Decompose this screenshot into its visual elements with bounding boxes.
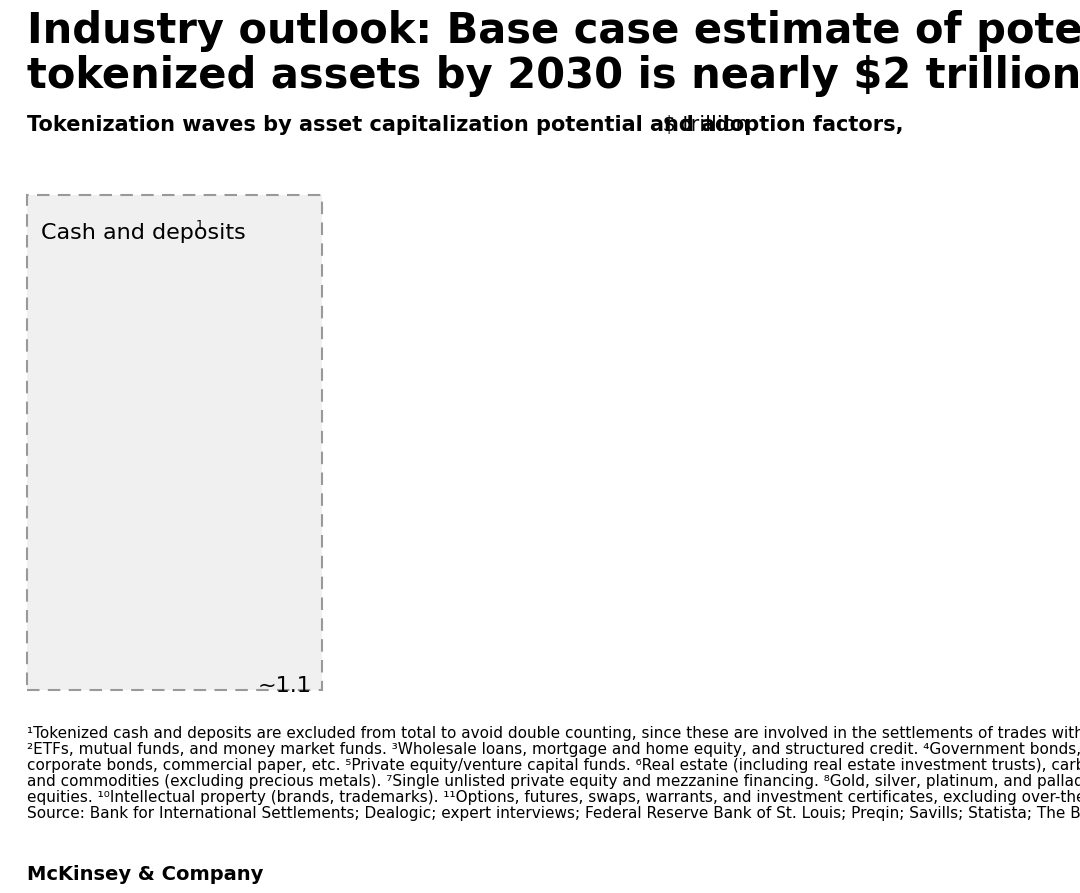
Text: $ trillion: $ trillion: [656, 115, 748, 135]
Text: Industry outlook: Base case estimate of potential value of: Industry outlook: Base case estimate of …: [27, 10, 1080, 52]
Text: ²ETFs, mutual funds, and money market funds. ³Wholesale loans, mortgage and home: ²ETFs, mutual funds, and money market fu…: [27, 742, 1080, 757]
Text: ~1.1: ~1.1: [258, 676, 312, 696]
Text: Cash and deposits: Cash and deposits: [41, 223, 246, 243]
Text: equities. ¹⁰Intellectual property (brands, trademarks). ¹¹Options, futures, swap: equities. ¹⁰Intellectual property (brand…: [27, 790, 1080, 805]
Text: corporate bonds, commercial paper, etc. ⁵Private equity/venture capital funds. ⁶: corporate bonds, commercial paper, etc. …: [27, 758, 1080, 773]
Text: McKinsey & Company: McKinsey & Company: [27, 865, 264, 884]
Text: ¹Tokenized cash and deposits are excluded from total to avoid double counting, s: ¹Tokenized cash and deposits are exclude…: [27, 726, 1080, 741]
FancyBboxPatch shape: [27, 195, 322, 690]
Text: Source: Bank for International Settlements; Dealogic; expert interviews; Federal: Source: Bank for International Settlemen…: [27, 806, 1080, 821]
Text: 1: 1: [195, 219, 203, 232]
Text: tokenized assets by 2030 is nearly $2 trillion.: tokenized assets by 2030 is nearly $2 tr…: [27, 55, 1080, 97]
Text: Tokenization waves by asset capitalization potential and adoption factors,: Tokenization waves by asset capitalizati…: [27, 115, 904, 135]
Text: and commodities (excluding precious metals). ⁷Single unlisted private equity and: and commodities (excluding precious meta…: [27, 774, 1080, 789]
